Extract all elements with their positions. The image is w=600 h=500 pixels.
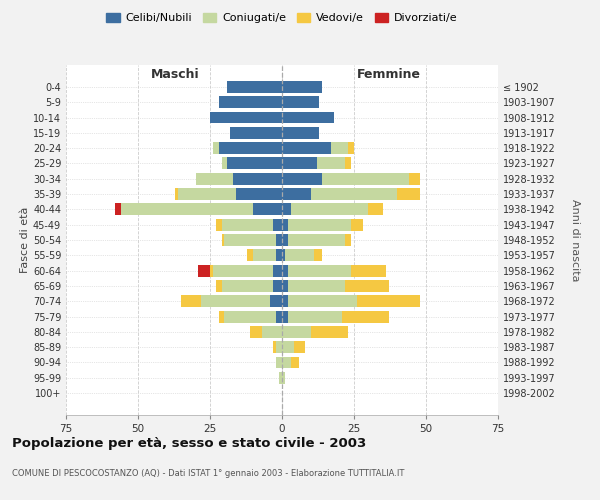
Y-axis label: Anni di nascita: Anni di nascita bbox=[569, 198, 580, 281]
Bar bbox=[282, 250, 285, 262]
Bar bbox=[276, 234, 282, 246]
Bar bbox=[218, 142, 282, 154]
Bar bbox=[409, 173, 420, 184]
Bar bbox=[282, 280, 288, 292]
Bar bbox=[227, 81, 282, 93]
Bar bbox=[218, 96, 282, 108]
Bar bbox=[288, 218, 351, 230]
Bar bbox=[282, 142, 331, 154]
Bar bbox=[282, 310, 288, 322]
Bar bbox=[196, 173, 233, 184]
Bar bbox=[276, 250, 282, 262]
Bar bbox=[288, 296, 357, 307]
Bar bbox=[181, 296, 202, 307]
Bar bbox=[276, 341, 282, 353]
Bar bbox=[346, 234, 351, 246]
Bar bbox=[216, 218, 221, 230]
Bar bbox=[230, 127, 282, 139]
Bar bbox=[221, 158, 227, 170]
Bar bbox=[288, 234, 346, 246]
Bar bbox=[282, 204, 290, 216]
Bar bbox=[221, 234, 224, 246]
Bar bbox=[322, 173, 409, 184]
Bar bbox=[311, 326, 348, 338]
Bar bbox=[285, 250, 314, 262]
Bar bbox=[253, 250, 276, 262]
Bar bbox=[282, 264, 288, 276]
Bar bbox=[282, 372, 285, 384]
Bar bbox=[346, 158, 351, 170]
Bar bbox=[290, 204, 368, 216]
Bar bbox=[293, 341, 305, 353]
Bar bbox=[250, 326, 262, 338]
Bar bbox=[282, 356, 290, 368]
Bar bbox=[253, 204, 282, 216]
Bar bbox=[351, 218, 362, 230]
Text: Popolazione per età, sesso e stato civile - 2003: Popolazione per età, sesso e stato civil… bbox=[12, 438, 366, 450]
Bar bbox=[282, 188, 311, 200]
Bar bbox=[274, 218, 282, 230]
Bar bbox=[274, 280, 282, 292]
Bar bbox=[224, 234, 276, 246]
Bar bbox=[175, 188, 178, 200]
Bar bbox=[224, 310, 276, 322]
Bar bbox=[274, 264, 282, 276]
Bar bbox=[290, 356, 299, 368]
Bar bbox=[202, 296, 271, 307]
Bar bbox=[311, 188, 397, 200]
Bar bbox=[282, 234, 288, 246]
Bar bbox=[288, 264, 351, 276]
Bar bbox=[210, 264, 213, 276]
Bar bbox=[282, 173, 322, 184]
Bar bbox=[115, 204, 121, 216]
Bar bbox=[216, 280, 221, 292]
Bar bbox=[262, 326, 282, 338]
Bar bbox=[213, 142, 218, 154]
Bar bbox=[236, 188, 282, 200]
Bar bbox=[218, 310, 224, 322]
Bar bbox=[314, 250, 322, 262]
Bar bbox=[282, 341, 293, 353]
Bar bbox=[282, 296, 288, 307]
Bar bbox=[282, 96, 319, 108]
Bar bbox=[247, 250, 253, 262]
Bar bbox=[288, 310, 343, 322]
Bar bbox=[271, 296, 282, 307]
Bar bbox=[397, 188, 420, 200]
Bar bbox=[274, 341, 276, 353]
Y-axis label: Fasce di età: Fasce di età bbox=[20, 207, 30, 273]
Bar bbox=[282, 158, 317, 170]
Bar bbox=[178, 188, 236, 200]
Bar bbox=[199, 264, 210, 276]
Text: Maschi: Maschi bbox=[151, 68, 200, 81]
Bar bbox=[276, 310, 282, 322]
Bar bbox=[288, 280, 346, 292]
Bar bbox=[227, 158, 282, 170]
Bar bbox=[279, 372, 282, 384]
Bar bbox=[343, 310, 389, 322]
Bar bbox=[282, 218, 288, 230]
Bar bbox=[317, 158, 346, 170]
Bar bbox=[368, 204, 383, 216]
Bar bbox=[210, 112, 282, 124]
Bar bbox=[221, 218, 274, 230]
Bar bbox=[331, 142, 348, 154]
Bar bbox=[351, 264, 386, 276]
Bar bbox=[233, 173, 282, 184]
Bar bbox=[221, 280, 274, 292]
Bar bbox=[282, 127, 319, 139]
Text: Femmine: Femmine bbox=[356, 68, 421, 81]
Bar bbox=[348, 142, 354, 154]
Bar bbox=[213, 264, 274, 276]
Bar bbox=[282, 81, 322, 93]
Text: COMUNE DI PESCOCOSTANZO (AQ) - Dati ISTAT 1° gennaio 2003 - Elaborazione TUTTITA: COMUNE DI PESCOCOSTANZO (AQ) - Dati ISTA… bbox=[12, 469, 404, 478]
Bar bbox=[276, 356, 282, 368]
Bar bbox=[121, 204, 253, 216]
Bar bbox=[282, 326, 311, 338]
Legend: Celibi/Nubili, Coniugati/e, Vedovi/e, Divorziati/e: Celibi/Nubili, Coniugati/e, Vedovi/e, Di… bbox=[102, 8, 462, 28]
Bar bbox=[346, 280, 389, 292]
Bar bbox=[357, 296, 420, 307]
Bar bbox=[282, 112, 334, 124]
